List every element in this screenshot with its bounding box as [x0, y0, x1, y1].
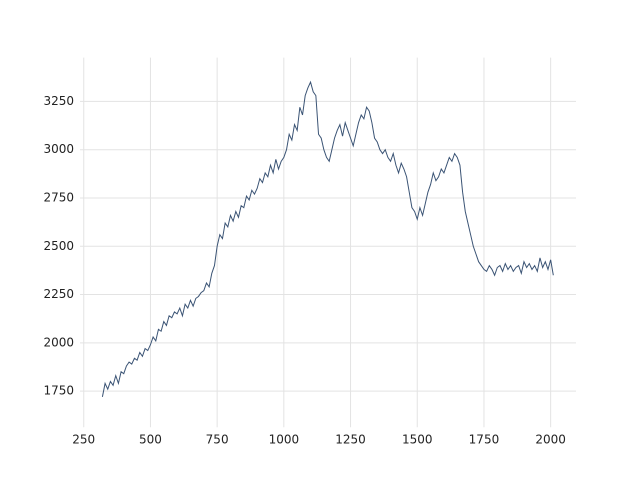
y-tick-label: 3250: [43, 94, 74, 108]
y-tick-label: 2000: [43, 335, 74, 349]
x-tick-label: 1250: [335, 433, 366, 447]
x-tick-label: 750: [206, 433, 229, 447]
x-tick-label: 250: [72, 433, 95, 447]
x-tick-label: 500: [139, 433, 162, 447]
data-line: [101, 80, 554, 397]
y-tick-label: 2500: [43, 239, 74, 253]
x-tick-label: 1500: [402, 433, 433, 447]
y-tick-label: 2750: [43, 190, 74, 204]
y-tick-label: 1750: [43, 384, 74, 398]
y-tick-label: 2250: [43, 287, 74, 301]
x-tick-label: 1000: [269, 433, 300, 447]
x-tick-label: 1750: [469, 433, 500, 447]
x-tick-label: 2000: [535, 433, 566, 447]
y-tick-label: 3000: [43, 142, 74, 156]
